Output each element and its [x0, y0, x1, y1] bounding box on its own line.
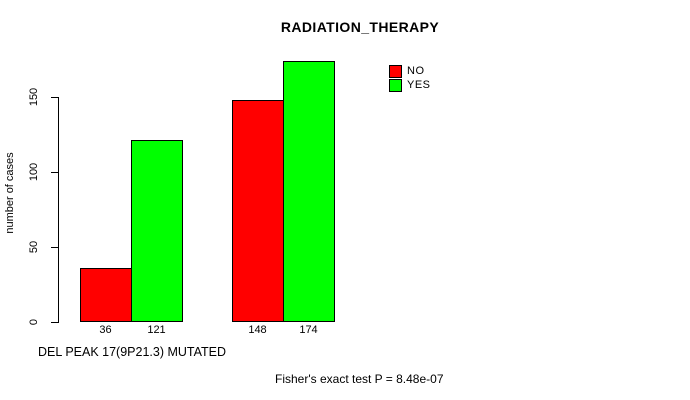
- legend-swatch-yes: [389, 78, 402, 92]
- y-axis-tick-label: 150: [28, 87, 40, 107]
- bar-value-label: 174: [299, 324, 318, 336]
- chart-title: RADIATION_THERAPY: [280, 19, 440, 35]
- bar-value-label: 36: [99, 324, 112, 336]
- y-axis-tick: [51, 247, 58, 248]
- bar-yes-group1: [131, 140, 183, 322]
- bar-value-label: 148: [248, 324, 267, 336]
- y-axis-title: number of cases: [4, 152, 16, 234]
- bar-yes-group2: [283, 61, 335, 322]
- legend-label-yes: YES: [407, 79, 431, 91]
- footnote-pvalue: Fisher's exact test P = 8.48e-07: [275, 372, 444, 386]
- y-axis-tick-label: 100: [28, 162, 40, 182]
- bar-no-group1: [80, 268, 132, 322]
- legend-item-yes: YES: [389, 78, 431, 92]
- legend-label-no: NO: [407, 65, 425, 77]
- legend-swatch-no: [389, 64, 402, 78]
- legend-item-no: NO: [389, 64, 431, 78]
- y-axis-tick: [51, 97, 58, 98]
- y-axis-tick: [51, 172, 58, 173]
- x-axis-title: DEL PEAK 17(9P21.3) MUTATED: [38, 345, 227, 359]
- y-axis-tick-label: 50: [28, 240, 40, 254]
- bar-no-group2: [232, 100, 284, 322]
- y-axis-tick-label: 0: [28, 318, 40, 326]
- y-axis-line: [58, 97, 59, 323]
- y-axis-tick: [51, 322, 58, 323]
- bar-value-label: 121: [147, 324, 166, 336]
- legend: NO YES: [389, 64, 431, 92]
